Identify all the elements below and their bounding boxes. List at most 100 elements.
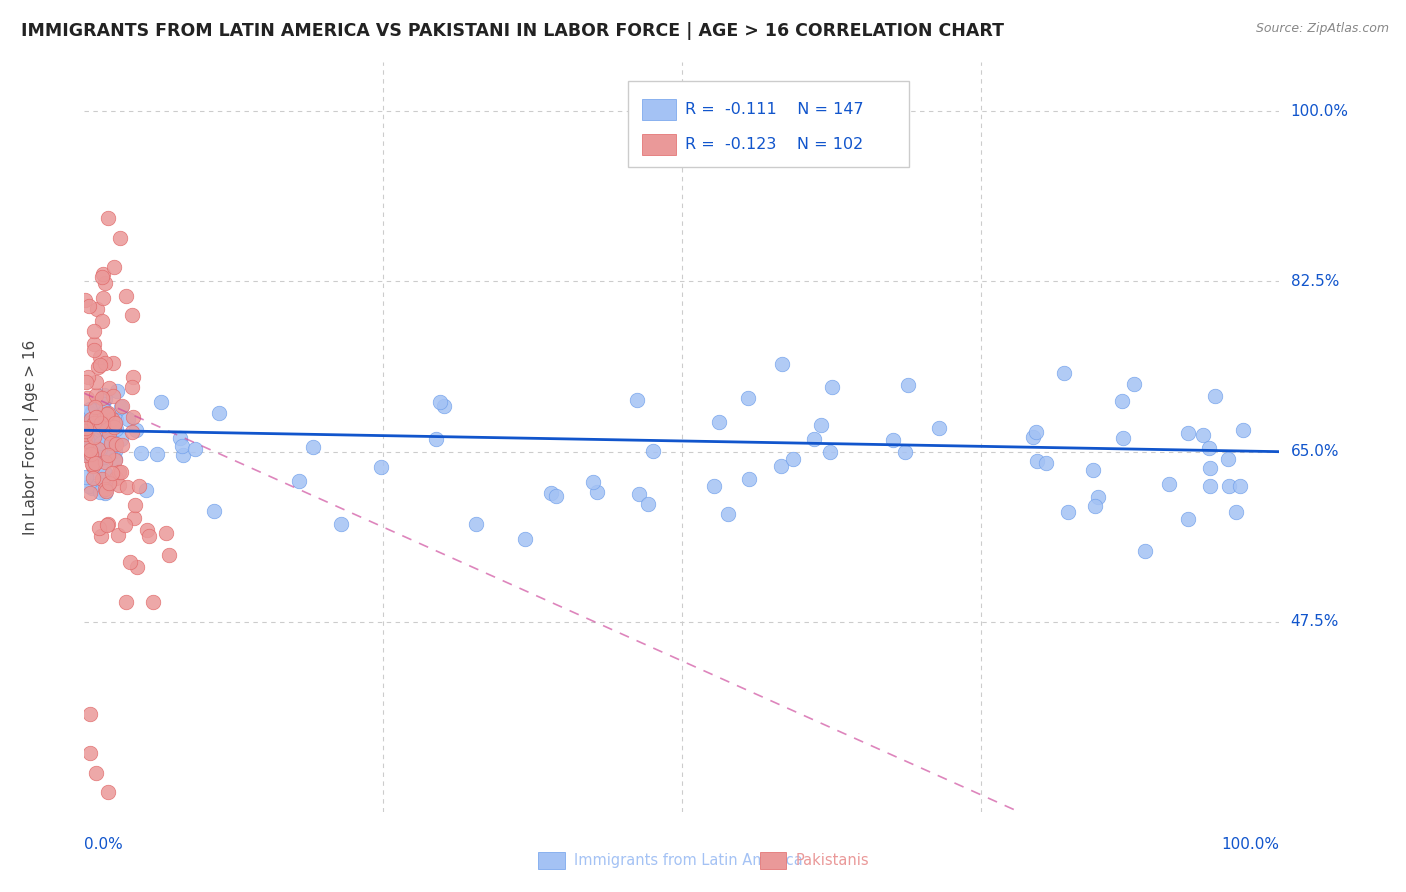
Point (90, 421, 112, 435)
Point (1122, 376, 1144, 391)
Point (75, 448, 97, 462)
Point (83, 401, 105, 415)
Point (97, 448, 120, 462)
Text: 47.5%: 47.5% (1291, 615, 1339, 630)
Point (97, 785, 120, 799)
Point (882, 433, 904, 447)
Point (803, 432, 825, 446)
Text: Pakistanis: Pakistanis (796, 853, 869, 868)
Point (93, 470, 115, 484)
Point (1232, 423, 1254, 437)
Point (98, 430, 121, 444)
Point (87, 359, 110, 374)
Point (77, 420, 100, 434)
Point (82, 458, 104, 473)
Point (83, 456, 105, 470)
Point (83, 465, 105, 479)
Point (1133, 544, 1156, 558)
Point (105, 384, 128, 398)
Point (93, 485, 115, 500)
Text: Immigrants from Latin America: Immigrants from Latin America (575, 853, 803, 868)
Point (146, 446, 169, 460)
Point (1111, 393, 1133, 408)
Point (110, 230, 132, 244)
Point (80, 407, 103, 421)
Point (104, 452, 127, 467)
Point (138, 529, 160, 543)
Point (100, 434, 122, 448)
Point (103, 356, 125, 370)
Point (101, 467, 124, 481)
Point (1084, 500, 1107, 514)
Point (425, 432, 447, 446)
Point (1218, 452, 1240, 467)
Point (75, 375, 97, 389)
Point (94, 276, 117, 290)
Point (93, 392, 115, 406)
Text: Source: ZipAtlas.com: Source: ZipAtlas.com (1256, 22, 1389, 36)
Point (129, 445, 152, 459)
Text: 100.0%: 100.0% (1222, 837, 1279, 852)
Point (98, 426, 121, 441)
Point (97, 446, 120, 460)
Point (89, 442, 111, 457)
Point (94, 482, 117, 496)
Point (821, 380, 844, 394)
Point (769, 459, 792, 474)
Point (86, 765, 108, 780)
Text: IMMIGRANTS FROM LATIN AMERICA VS PAKISTANI IN LABOR FORCE | AGE > 16 CORRELATION: IMMIGRANTS FROM LATIN AMERICA VS PAKISTA… (21, 22, 1004, 40)
Point (100, 437, 122, 451)
Text: 82.5%: 82.5% (1291, 274, 1339, 289)
Point (540, 486, 562, 500)
Point (115, 289, 138, 303)
Point (84, 412, 107, 426)
Point (169, 431, 191, 445)
Point (104, 452, 127, 467)
Point (1157, 476, 1180, 491)
Point (155, 526, 177, 541)
Point (80, 481, 103, 495)
Point (77, 419, 100, 434)
Point (1025, 425, 1047, 439)
Point (121, 380, 143, 394)
Point (104, 416, 127, 430)
Point (105, 413, 128, 427)
Point (73, 424, 96, 438)
Point (80, 440, 103, 454)
Point (586, 485, 609, 500)
Point (84, 388, 107, 402)
Point (121, 309, 143, 323)
Point (86, 445, 108, 459)
Point (782, 452, 804, 467)
Point (86, 418, 108, 433)
Point (207, 406, 229, 420)
Point (707, 415, 730, 429)
Point (84, 424, 107, 438)
Point (100, 412, 122, 426)
Point (135, 523, 157, 537)
Point (80, 411, 103, 425)
Point (108, 477, 131, 491)
Point (1035, 456, 1057, 470)
Point (643, 443, 665, 458)
Point (83, 324, 105, 338)
Point (86, 302, 108, 317)
Point (84, 442, 107, 457)
Point (83, 343, 105, 358)
Point (1204, 389, 1226, 403)
Point (117, 412, 139, 426)
Point (1053, 367, 1076, 381)
Point (76, 445, 98, 459)
Point (83, 430, 105, 444)
Point (111, 399, 134, 413)
Point (1218, 478, 1240, 492)
Point (76, 433, 98, 447)
Point (626, 393, 648, 408)
Point (1087, 490, 1109, 504)
Point (105, 471, 128, 485)
Point (104, 421, 127, 435)
Point (76, 391, 98, 405)
Point (121, 425, 143, 439)
Point (1199, 461, 1222, 475)
Point (96, 414, 118, 428)
